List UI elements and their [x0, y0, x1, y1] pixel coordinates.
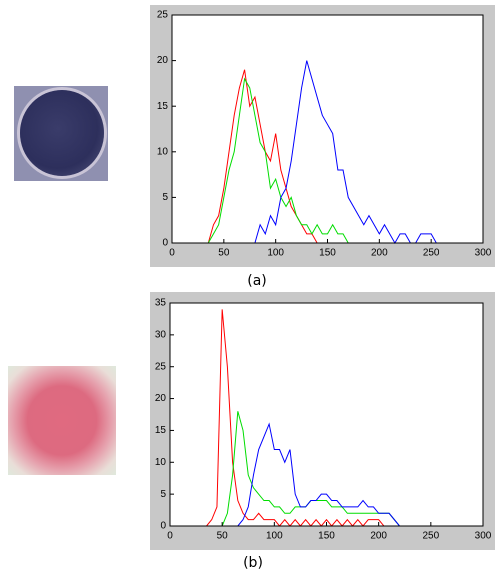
x-tick-label: 0	[167, 531, 173, 542]
x-tick-label: 300	[475, 248, 492, 259]
y-tick-label: 20	[157, 55, 169, 66]
caption: (a)	[247, 273, 267, 289]
x-tick-label: 300	[475, 531, 492, 542]
y-tick-label: 25	[155, 361, 167, 372]
x-tick-label: 150	[318, 531, 335, 542]
y-tick-label: 10	[157, 146, 169, 157]
x-tick-label: 100	[267, 248, 284, 259]
y-tick-label: 5	[160, 489, 166, 500]
y-tick-label: 30	[155, 329, 167, 340]
caption: (b)	[243, 555, 263, 571]
x-tick-label: 50	[217, 531, 229, 542]
y-tick-label: 10	[155, 457, 167, 468]
x-tick-label: 0	[169, 248, 175, 259]
y-tick-label: 25	[157, 10, 169, 21]
x-tick-label: 200	[370, 531, 387, 542]
y-tick-label: 35	[155, 298, 167, 309]
plot-area	[172, 15, 483, 243]
y-tick-label: 0	[160, 521, 166, 532]
y-tick-label: 5	[162, 192, 168, 203]
well	[20, 90, 104, 176]
x-tick-label: 100	[266, 531, 283, 542]
sample-image-b	[8, 366, 116, 475]
sample-image-a	[14, 86, 108, 181]
y-tick-label: 15	[155, 425, 167, 436]
plot-area	[170, 303, 483, 526]
y-tick-label: 20	[155, 393, 167, 404]
y-tick-label: 0	[162, 238, 168, 249]
x-tick-label: 50	[218, 248, 230, 259]
x-tick-label: 150	[319, 248, 336, 259]
x-tick-label: 250	[423, 248, 440, 259]
x-tick-label: 250	[422, 531, 439, 542]
y-tick-label: 15	[157, 101, 169, 112]
x-tick-label: 200	[371, 248, 388, 259]
